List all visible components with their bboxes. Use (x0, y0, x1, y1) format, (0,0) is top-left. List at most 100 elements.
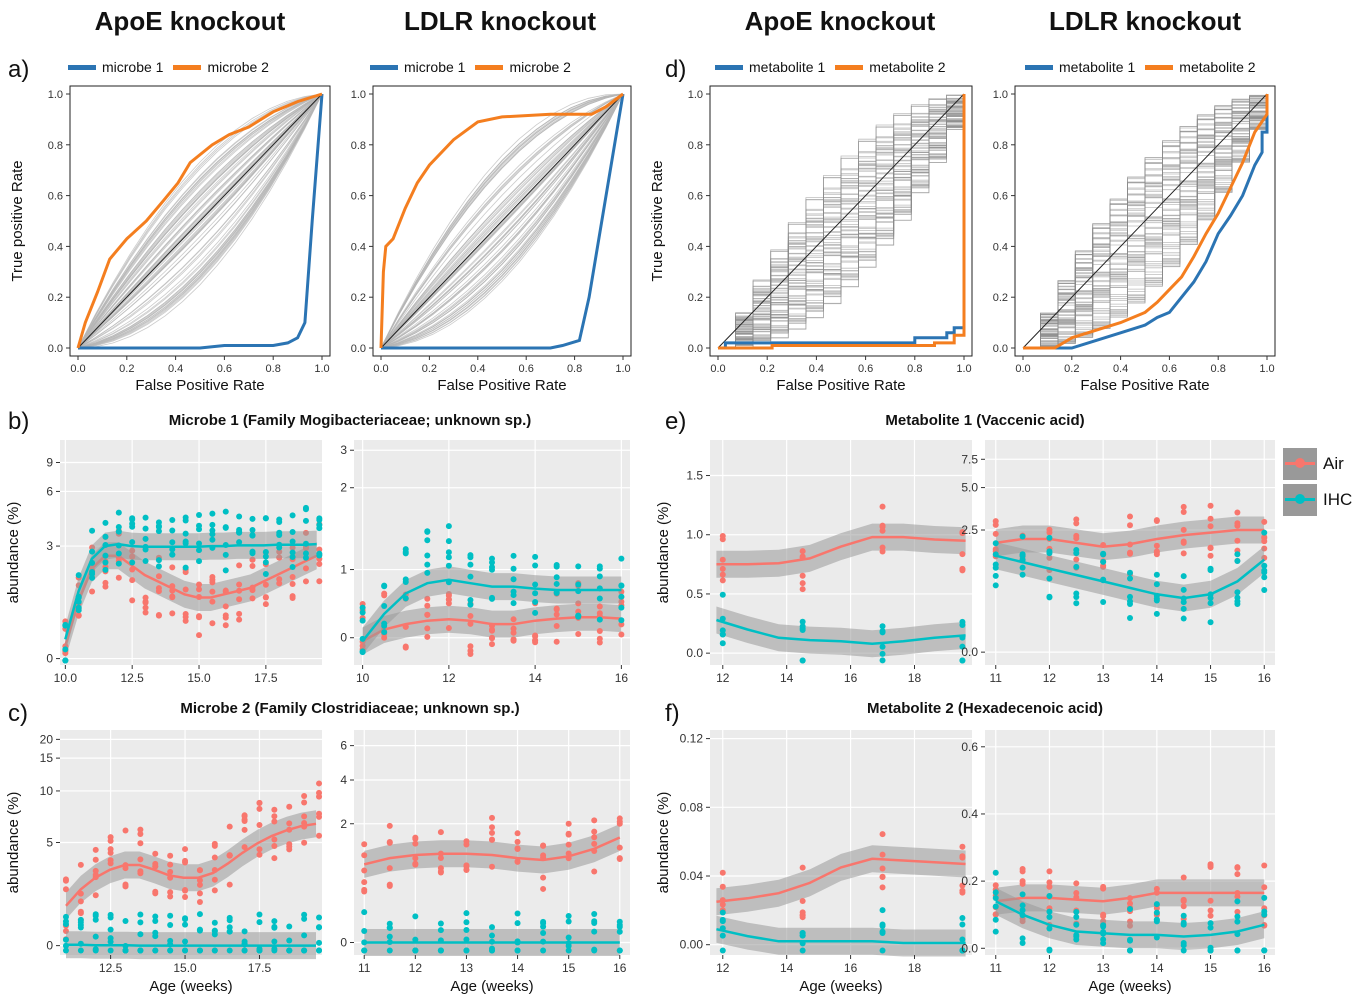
data-point (209, 620, 216, 627)
data-point (289, 512, 296, 519)
data-point (256, 846, 263, 853)
data-point (565, 934, 572, 941)
roc-background-curve (380, 93, 624, 349)
data-point (386, 947, 393, 954)
data-point (169, 539, 176, 546)
data-point (510, 600, 517, 607)
data-point (879, 657, 886, 664)
data-point (286, 937, 293, 944)
y-tick-label: 5 (46, 836, 53, 850)
data-point (122, 947, 129, 954)
fit-line (995, 900, 1265, 938)
roc-background-curve (77, 93, 323, 349)
y-tick-label: 2 (340, 817, 347, 831)
data-point (1153, 542, 1160, 549)
data-point (1153, 581, 1160, 588)
data-point (992, 903, 999, 910)
y-axis-label: abundance (%) (5, 792, 22, 894)
data-point (75, 612, 82, 619)
y-axis-label: True positive Rate (649, 160, 666, 281)
data-point (142, 609, 149, 616)
data-point (271, 945, 278, 952)
data-point (879, 831, 886, 838)
data-point (1073, 550, 1080, 557)
data-point (236, 610, 243, 617)
data-point (719, 947, 726, 954)
data-point (959, 530, 966, 537)
data-point (142, 525, 149, 532)
y-axis-label: abundance (%) (655, 502, 672, 604)
data-point (316, 813, 323, 820)
data-point (1261, 894, 1268, 901)
data-point (719, 556, 726, 563)
roc-background-curve (77, 93, 323, 349)
data-point (256, 851, 263, 858)
data-point (92, 916, 99, 923)
data-point (167, 852, 174, 859)
data-point (301, 839, 308, 846)
roc-background-curve (380, 93, 624, 349)
y-tick-label: 0.8 (688, 140, 703, 152)
roc-background-curves (718, 94, 965, 349)
x-tick-label: 15.0 (187, 671, 211, 685)
data-point (1180, 942, 1187, 949)
data-point (1127, 947, 1133, 954)
roc-background-curve (380, 93, 624, 349)
data-point (799, 912, 806, 919)
data-point (532, 553, 539, 560)
legend-label: microbe 1 (102, 59, 164, 75)
data-point (302, 550, 309, 557)
roc-background-curve (380, 93, 624, 349)
data-point (249, 595, 256, 602)
legend-swatch-orange (835, 64, 864, 70)
data-point (514, 910, 521, 917)
data-point (89, 588, 96, 595)
data-point (424, 537, 431, 544)
data-point (424, 625, 431, 632)
panel-label-b: b) (8, 408, 30, 435)
data-point (1019, 533, 1026, 540)
roc-background-curve (77, 93, 323, 349)
data-point (799, 864, 806, 871)
data-point (211, 947, 218, 954)
data-point (1180, 539, 1187, 546)
data-point (532, 598, 539, 605)
data-point (591, 868, 598, 875)
data-point (1127, 513, 1133, 520)
data-point (1073, 563, 1080, 570)
data-point (719, 916, 726, 923)
data-point (437, 854, 444, 861)
data-point (1234, 918, 1241, 925)
data-point (386, 838, 393, 845)
data-point (302, 565, 309, 572)
data-point (122, 827, 129, 834)
y-tick-label: 0 (340, 936, 347, 950)
fit-line (716, 618, 966, 645)
data-point (196, 867, 203, 874)
data-point (137, 947, 144, 954)
y-tick-label: 0.4 (48, 241, 63, 253)
data-point (196, 890, 203, 897)
data-point (719, 901, 726, 908)
data-point (424, 552, 431, 559)
roc-background-curve (380, 93, 624, 349)
roc-background-curve (380, 93, 624, 349)
data-point (799, 586, 806, 593)
data-point (301, 915, 308, 922)
x-tick-label: 17.5 (248, 961, 272, 975)
data-point (1100, 922, 1107, 929)
data-point (565, 947, 572, 954)
data-point (276, 529, 283, 536)
y-tick-label: 1.0 (993, 89, 1008, 101)
data-point (62, 913, 69, 920)
data-point (879, 947, 886, 954)
data-point (107, 935, 114, 942)
data-point (553, 605, 560, 612)
roc-background-curve (77, 93, 323, 349)
roc-background-curve (1023, 94, 1268, 349)
roc-legend-a1: microbe 1 microbe 2 (68, 56, 269, 78)
roc-background-curve (77, 93, 323, 349)
data-point (286, 947, 293, 954)
data-point (107, 947, 114, 954)
data-point (992, 572, 999, 579)
